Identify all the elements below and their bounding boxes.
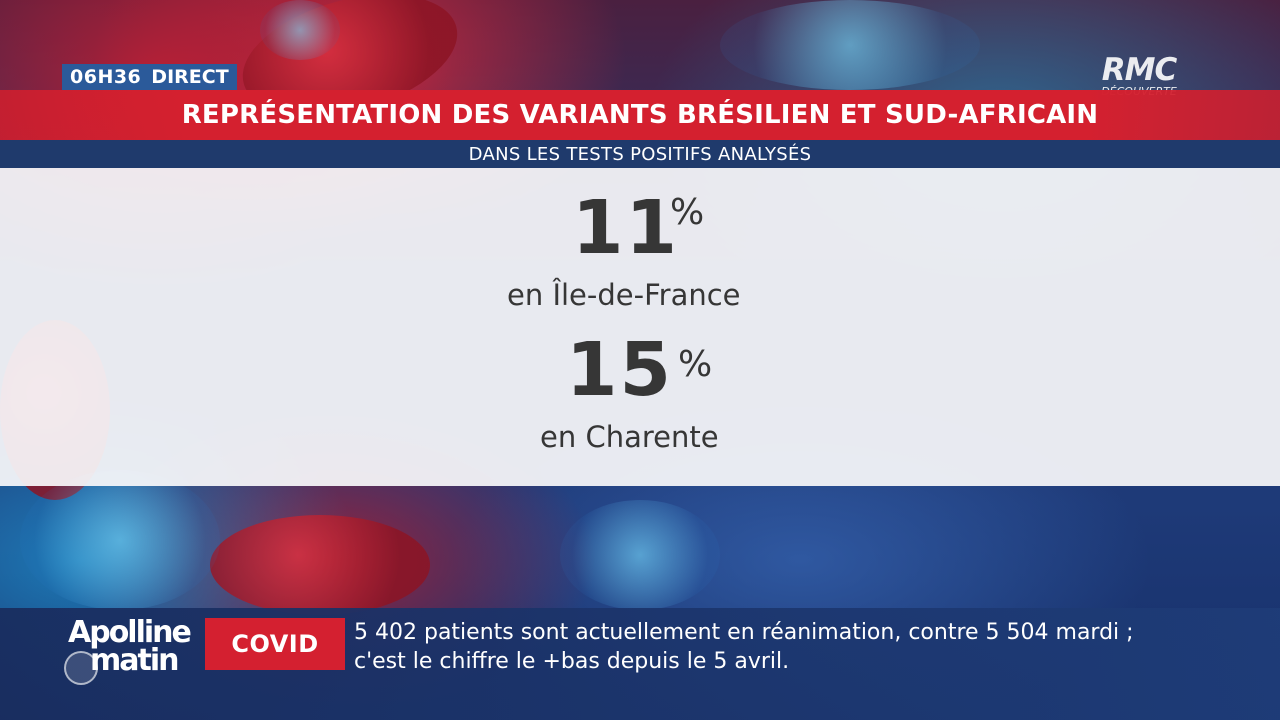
microphone-icon <box>64 651 98 685</box>
subtitle-banner: DANS LES TESTS POSITIFS ANALYSÉS <box>0 140 1280 168</box>
virus-shape <box>20 470 220 610</box>
virus-shape <box>560 500 720 610</box>
channel-name: RMC <box>1101 52 1177 88</box>
show-name-line2: matin <box>90 643 179 678</box>
clock-time: 06H36 <box>62 64 150 90</box>
red-cell-shape <box>210 515 430 615</box>
banner-title: REPRÉSENTATION DES VARIANTS BRÉSILIEN ET… <box>181 100 1099 130</box>
ticker-text: 5 402 patients sont actuellement en réan… <box>354 618 1254 676</box>
stat-value: 15 <box>566 327 673 413</box>
ticker-line-1: 5 402 patients sont actuellement en réan… <box>354 620 1134 645</box>
show-logo: Apolline matin <box>64 615 192 685</box>
virus-shape <box>260 0 340 60</box>
stat-label: en Charente <box>540 420 719 454</box>
title-banner: REPRÉSENTATION DES VARIANTS BRÉSILIEN ET… <box>0 90 1280 140</box>
ticker-tag: COVID <box>205 618 345 670</box>
show-name-line1: Apolline <box>68 615 192 650</box>
ticker-line-2: c'est le chiffre le +bas depuis le 5 avr… <box>354 649 790 674</box>
live-clock: 06H36 DIRECT <box>62 64 237 90</box>
stats-panel <box>0 168 1280 486</box>
virus-shape <box>720 0 980 90</box>
stat-unit: % <box>678 344 713 385</box>
ticker-tag-label: COVID <box>231 630 319 658</box>
live-label: DIRECT <box>149 64 237 90</box>
stat-unit: % <box>670 192 705 233</box>
stat-value: 11 <box>572 185 679 271</box>
banner-subtitle: DANS LES TESTS POSITIFS ANALYSÉS <box>468 143 812 165</box>
stat-label: en Île-de-France <box>507 278 741 312</box>
